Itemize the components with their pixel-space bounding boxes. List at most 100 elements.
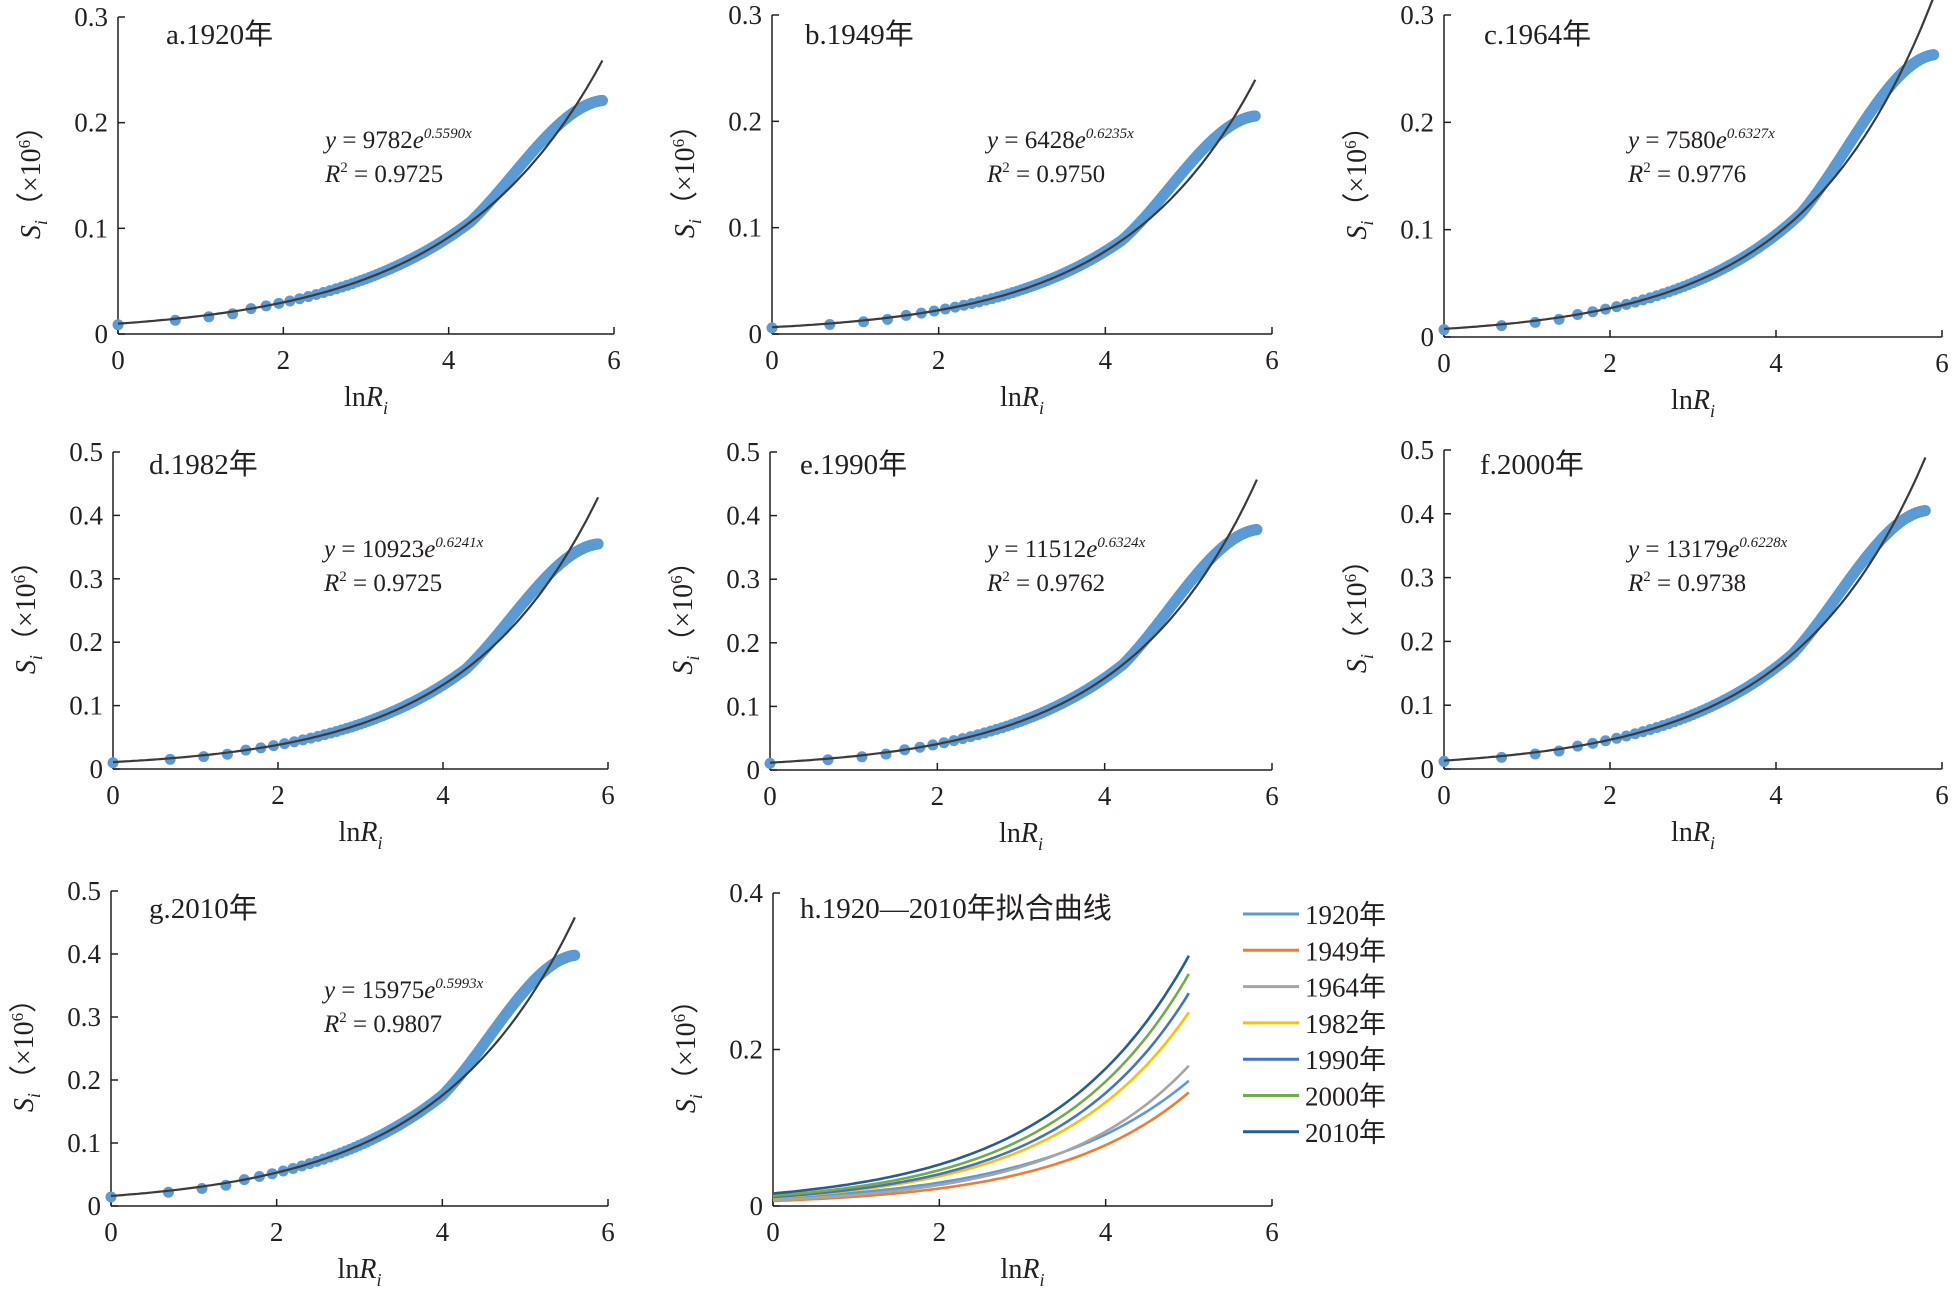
r-squared: R2 = 0.9725	[324, 160, 443, 188]
fit-equation: y = 15975e0.5993x	[321, 976, 484, 1004]
r-squared: R2 = 0.9776	[1627, 160, 1746, 188]
data-point	[1496, 320, 1508, 332]
data-points	[1438, 49, 1940, 336]
x-tick-label: 0	[1437, 348, 1451, 378]
y-tick-label: 0.3	[1400, 563, 1434, 593]
panel-g: 0 0.1 0.2 0.3 0.4 0.5 0 2 4 6 lnRi Si（×106） g.2010年 y…	[8, 876, 615, 1290]
series-lines	[772, 955, 1190, 1203]
x-axis-label: lnRi	[1671, 385, 1715, 421]
x-tick-label: 6	[1265, 781, 1279, 811]
x-tick-label: 4	[1769, 780, 1783, 810]
data-point	[112, 319, 124, 331]
x-tick-label: 2	[933, 1217, 947, 1247]
legend-label: 1949年	[1305, 936, 1386, 966]
r-squared: R2 = 0.9750	[986, 160, 1105, 188]
data-point	[221, 748, 233, 760]
fit-line	[771, 79, 1257, 329]
x-tick-label: 2	[271, 780, 285, 810]
x-tick-label: 4	[442, 345, 456, 375]
x-axis-label: lnRi	[1000, 382, 1044, 418]
data-point	[1496, 751, 1508, 763]
legend-label: 1964年	[1305, 973, 1386, 1003]
fit-equation: y = 7580e0.6327x	[1625, 126, 1775, 154]
series-line	[772, 1064, 1190, 1202]
y-tick-label: 0	[88, 1191, 102, 1221]
y-axis-label: Si（×106）	[1341, 112, 1377, 239]
r-squared: R2 = 0.9738	[1627, 569, 1746, 597]
y-tick-label: 0.1	[74, 213, 108, 243]
legend-label: 1982年	[1305, 1009, 1386, 1039]
panel-d: 0 0.1 0.2 0.3 0.4 0.5 0 2 4 6 lnRi Si（×106） d.1982年 y…	[10, 437, 615, 853]
data-point	[105, 1191, 117, 1203]
panel-title: e.1990年	[800, 448, 907, 481]
data-point	[1553, 745, 1565, 757]
y-tick-label: 0.1	[69, 691, 103, 721]
y-tick-label: 0.3	[1400, 0, 1434, 30]
y-tick-label: 0.1	[726, 691, 760, 721]
x-tick-label: 6	[601, 780, 615, 810]
x-tick-label: 2	[931, 781, 945, 811]
y-tick-label: 0.4	[726, 501, 760, 531]
y-tick-label: 0.2	[1400, 107, 1434, 137]
panel-title: g.2010年	[149, 892, 258, 925]
x-tick-label: 6	[601, 1217, 615, 1247]
x-tick-label: 4	[1099, 345, 1113, 375]
y-tick-label: 0	[749, 319, 763, 349]
x-tick-label: 0	[111, 345, 125, 375]
x-tick-label: 0	[104, 1217, 118, 1247]
fit-line	[1443, 457, 1927, 762]
x-tick-label: 6	[1935, 780, 1949, 810]
fit-line	[1443, 0, 1934, 330]
x-tick-label: 0	[1437, 780, 1451, 810]
series-line	[772, 1079, 1190, 1200]
data-point	[764, 757, 776, 769]
y-tick-label: 0.4	[1400, 499, 1434, 529]
data-point	[596, 94, 608, 106]
x-tick-label: 2	[1603, 348, 1617, 378]
x-tick-label: 2	[277, 345, 291, 375]
y-tick-label: 0.3	[726, 564, 760, 594]
fit-equation: y = 6428e0.6235x	[984, 126, 1134, 154]
fit-line	[112, 496, 600, 764]
series-line	[772, 992, 1190, 1199]
legend-label: 1990年	[1305, 1045, 1386, 1075]
y-tick-label: 0	[1421, 754, 1435, 784]
fit-line	[110, 916, 576, 1197]
fit-equation: y = 11512e0.6324x	[984, 535, 1146, 563]
y-tick-label: 0.5	[1400, 435, 1434, 465]
panel-title: d.1982年	[149, 448, 258, 481]
data-point	[1249, 110, 1261, 122]
y-axis-label: Si（×106）	[10, 547, 46, 674]
y-tick-label: 0.5	[67, 876, 101, 906]
series-line	[772, 973, 1190, 1197]
fit-equation: y = 13179e0.6228x	[1625, 535, 1788, 563]
y-tick-label: 0.2	[726, 628, 760, 658]
y-tick-label: 0.5	[69, 437, 103, 467]
x-tick-label: 2	[1603, 780, 1617, 810]
legend-label: 2010年	[1305, 1118, 1386, 1148]
fit-equation: y = 9782e0.5590x	[322, 126, 472, 154]
data-point	[1553, 313, 1565, 325]
r-squared: R2 = 0.9725	[323, 569, 442, 597]
data-point	[766, 322, 778, 334]
x-tick-label: 2	[270, 1217, 284, 1247]
data-point	[1919, 505, 1931, 517]
panel-e: 0 0.1 0.2 0.3 0.4 0.5 0 2 4 6 lnRi Si（×106） e.1990年 y…	[667, 437, 1279, 854]
fit-line	[117, 59, 604, 325]
panel-title: c.1964年	[1484, 18, 1591, 51]
y-tick-label: 0	[747, 755, 761, 785]
y-tick-label: 0.3	[67, 1002, 101, 1032]
y-tick-label: 0.3	[69, 564, 103, 594]
panel-title: h.1920—2010年拟合曲线	[800, 892, 1112, 925]
data-point	[196, 1183, 208, 1195]
data-point	[592, 538, 604, 550]
y-axis-label: Si（×106）	[8, 985, 44, 1112]
x-axis-label: lnRi	[344, 382, 388, 418]
panel-a: 0 0.1 0.2 0.3 0 2 4 6 lnRi Si（×106） a.1920年 y = 978…	[15, 2, 621, 418]
data-point	[1438, 755, 1450, 767]
panel-c: 0 0.1 0.2 0.3 0 2 4 6 lnRi Si（×106） c.1964年 y = 758…	[1341, 0, 1949, 421]
x-tick-label: 6	[1265, 345, 1279, 375]
data-points	[107, 538, 604, 769]
x-tick-label: 4	[436, 1217, 450, 1247]
panel-f: 0 0.1 0.2 0.3 0.4 0.5 0 2 4 6 lnRi Si（×106） f.2000年 y…	[1341, 435, 1949, 853]
